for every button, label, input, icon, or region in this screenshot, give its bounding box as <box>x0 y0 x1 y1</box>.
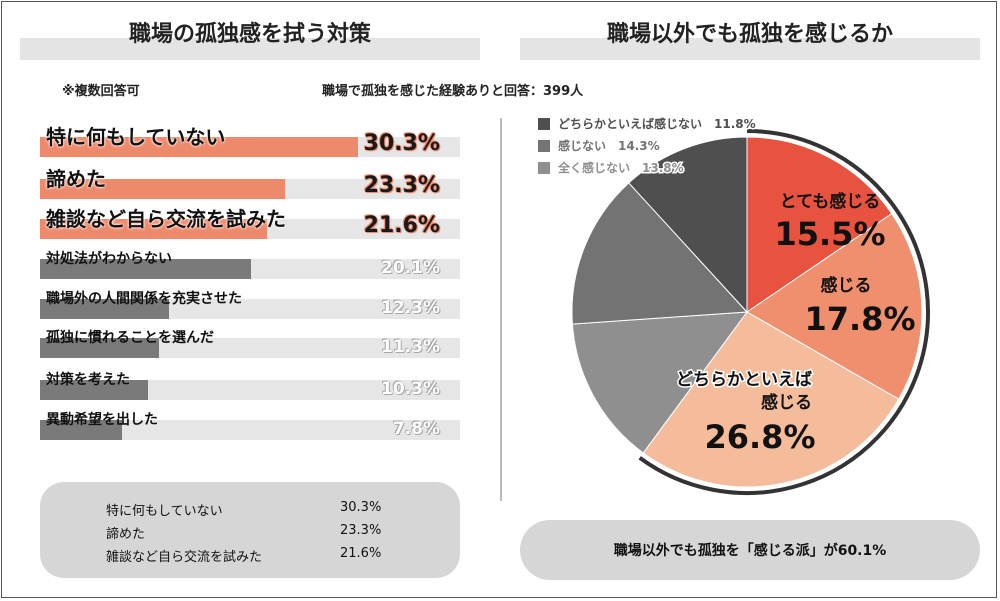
bar-track <box>40 137 460 157</box>
respondent-count: 職場で孤独を感じた経験ありと回答：399人 <box>322 84 584 99</box>
bar-track <box>40 299 460 319</box>
bar-category-label: 諦めた <box>46 167 106 191</box>
left-panel-title: 職場の孤独感を拭う対策 <box>128 22 371 47</box>
bar-value-label: 20.1% <box>381 258 440 278</box>
bar <box>40 179 285 199</box>
bar-track <box>40 179 460 199</box>
bar-category-label: 職場外の人間関係を充実させた <box>46 291 242 307</box>
bar-category-label: 異動希望を出した <box>46 412 158 428</box>
bar-track <box>40 420 460 440</box>
summary-row-label: 諦めた <box>106 527 146 542</box>
summary-row-value: 21.6% <box>340 546 382 561</box>
summary-row-value: 30.3% <box>340 500 382 515</box>
bar-value-label: 12.3% <box>381 298 440 318</box>
summary-row-value: 23.3% <box>340 523 382 538</box>
bar <box>40 137 359 157</box>
bar-category-label: 対処法がわからない <box>46 251 172 267</box>
summary-row-label: 特に何もしていない <box>106 504 223 519</box>
right-title-band <box>520 38 980 60</box>
bar <box>40 380 149 400</box>
bar-value-label: 11.3% <box>381 337 440 357</box>
bar-category-label: 雑談など自ら交流を試みた <box>46 207 286 231</box>
bar <box>40 420 122 440</box>
multiple-answer-note: ※複数回答可 <box>62 84 140 99</box>
bar-value-label: 30.3% <box>363 131 440 156</box>
bar-value-label: 23.3% <box>363 173 440 198</box>
bar-value-label: 7.8% <box>392 419 440 439</box>
bar-track <box>40 259 460 279</box>
bar <box>40 299 170 319</box>
bar-value-label: 10.3% <box>381 379 440 399</box>
bar-track <box>40 338 460 358</box>
summary-box: 特に何もしていない 30.3% 諦めた 23.3% 雑談など自ら交流を試みた 2… <box>40 482 460 578</box>
left-title-band <box>20 38 480 60</box>
bar-track <box>40 219 460 239</box>
panel-divider <box>500 118 502 501</box>
right-panel-title: 職場以外でも孤独を感じるか <box>606 22 893 47</box>
bar-category-label: 特に何もしていない <box>46 125 226 149</box>
bar-value-label: 21.6% <box>363 213 440 238</box>
bar <box>40 259 252 279</box>
bar <box>40 219 267 239</box>
summary-row-label: 雑談など自ら交流を試みた <box>106 550 263 565</box>
bar-track <box>40 380 460 400</box>
conclusion-banner: 職場以外でも孤独を「感じる派」が60.1% <box>520 520 980 580</box>
bar-category-label: 対策を考えた <box>46 372 130 388</box>
bar <box>40 338 159 358</box>
bar-category-label: 孤独に慣れることを選んだ <box>46 330 214 346</box>
bar-chart: 特に何もしていない 30.3% 諦めた 23.3% 雑談など自ら交流を試みた 21.6% 対… <box>0 0 500 460</box>
